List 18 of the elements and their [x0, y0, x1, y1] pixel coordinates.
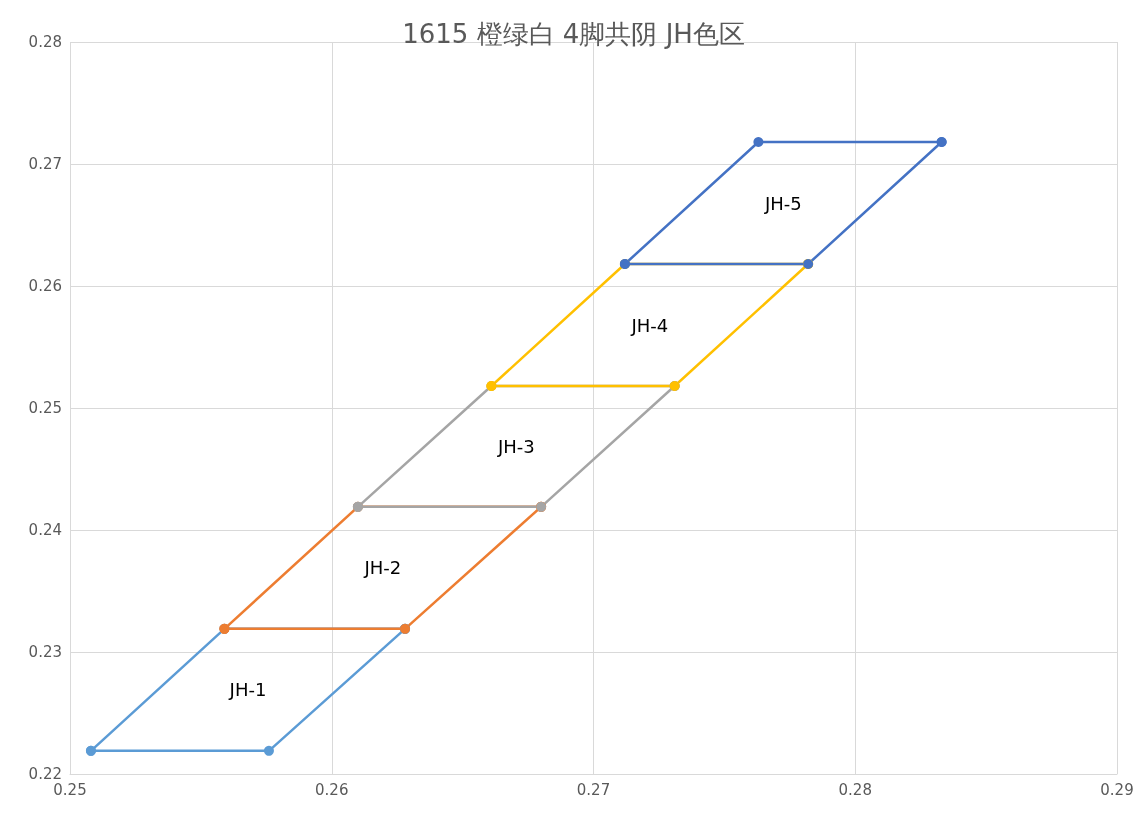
text: JH-2 [363, 557, 402, 579]
y-tick-label: 0.25 [28, 399, 62, 417]
text: JH-3 [496, 435, 535, 457]
y-tick-label: 0.27 [28, 155, 62, 173]
x-tick-label: 0.28 [838, 780, 872, 799]
x-tick-label: 0.26 [315, 780, 349, 799]
y-tick-label: 0.24 [28, 521, 62, 539]
x-tick-label: 0.25 [53, 780, 87, 799]
x-tick-label: 0.29 [1100, 780, 1134, 799]
y-tick-label: 0.22 [28, 765, 62, 783]
y-tick-label: 0.26 [28, 277, 62, 295]
text: JH-4 [630, 314, 669, 336]
y-tick-label: 0.28 [28, 33, 62, 51]
chart-title: 1615 橙绿白 4脚共阴 JH色区 [402, 19, 745, 49]
text: JH-1 [228, 679, 267, 701]
y-tick-label: 0.23 [28, 643, 62, 661]
x-tick-label: 0.27 [576, 780, 611, 799]
text: JH-5 [763, 192, 802, 214]
